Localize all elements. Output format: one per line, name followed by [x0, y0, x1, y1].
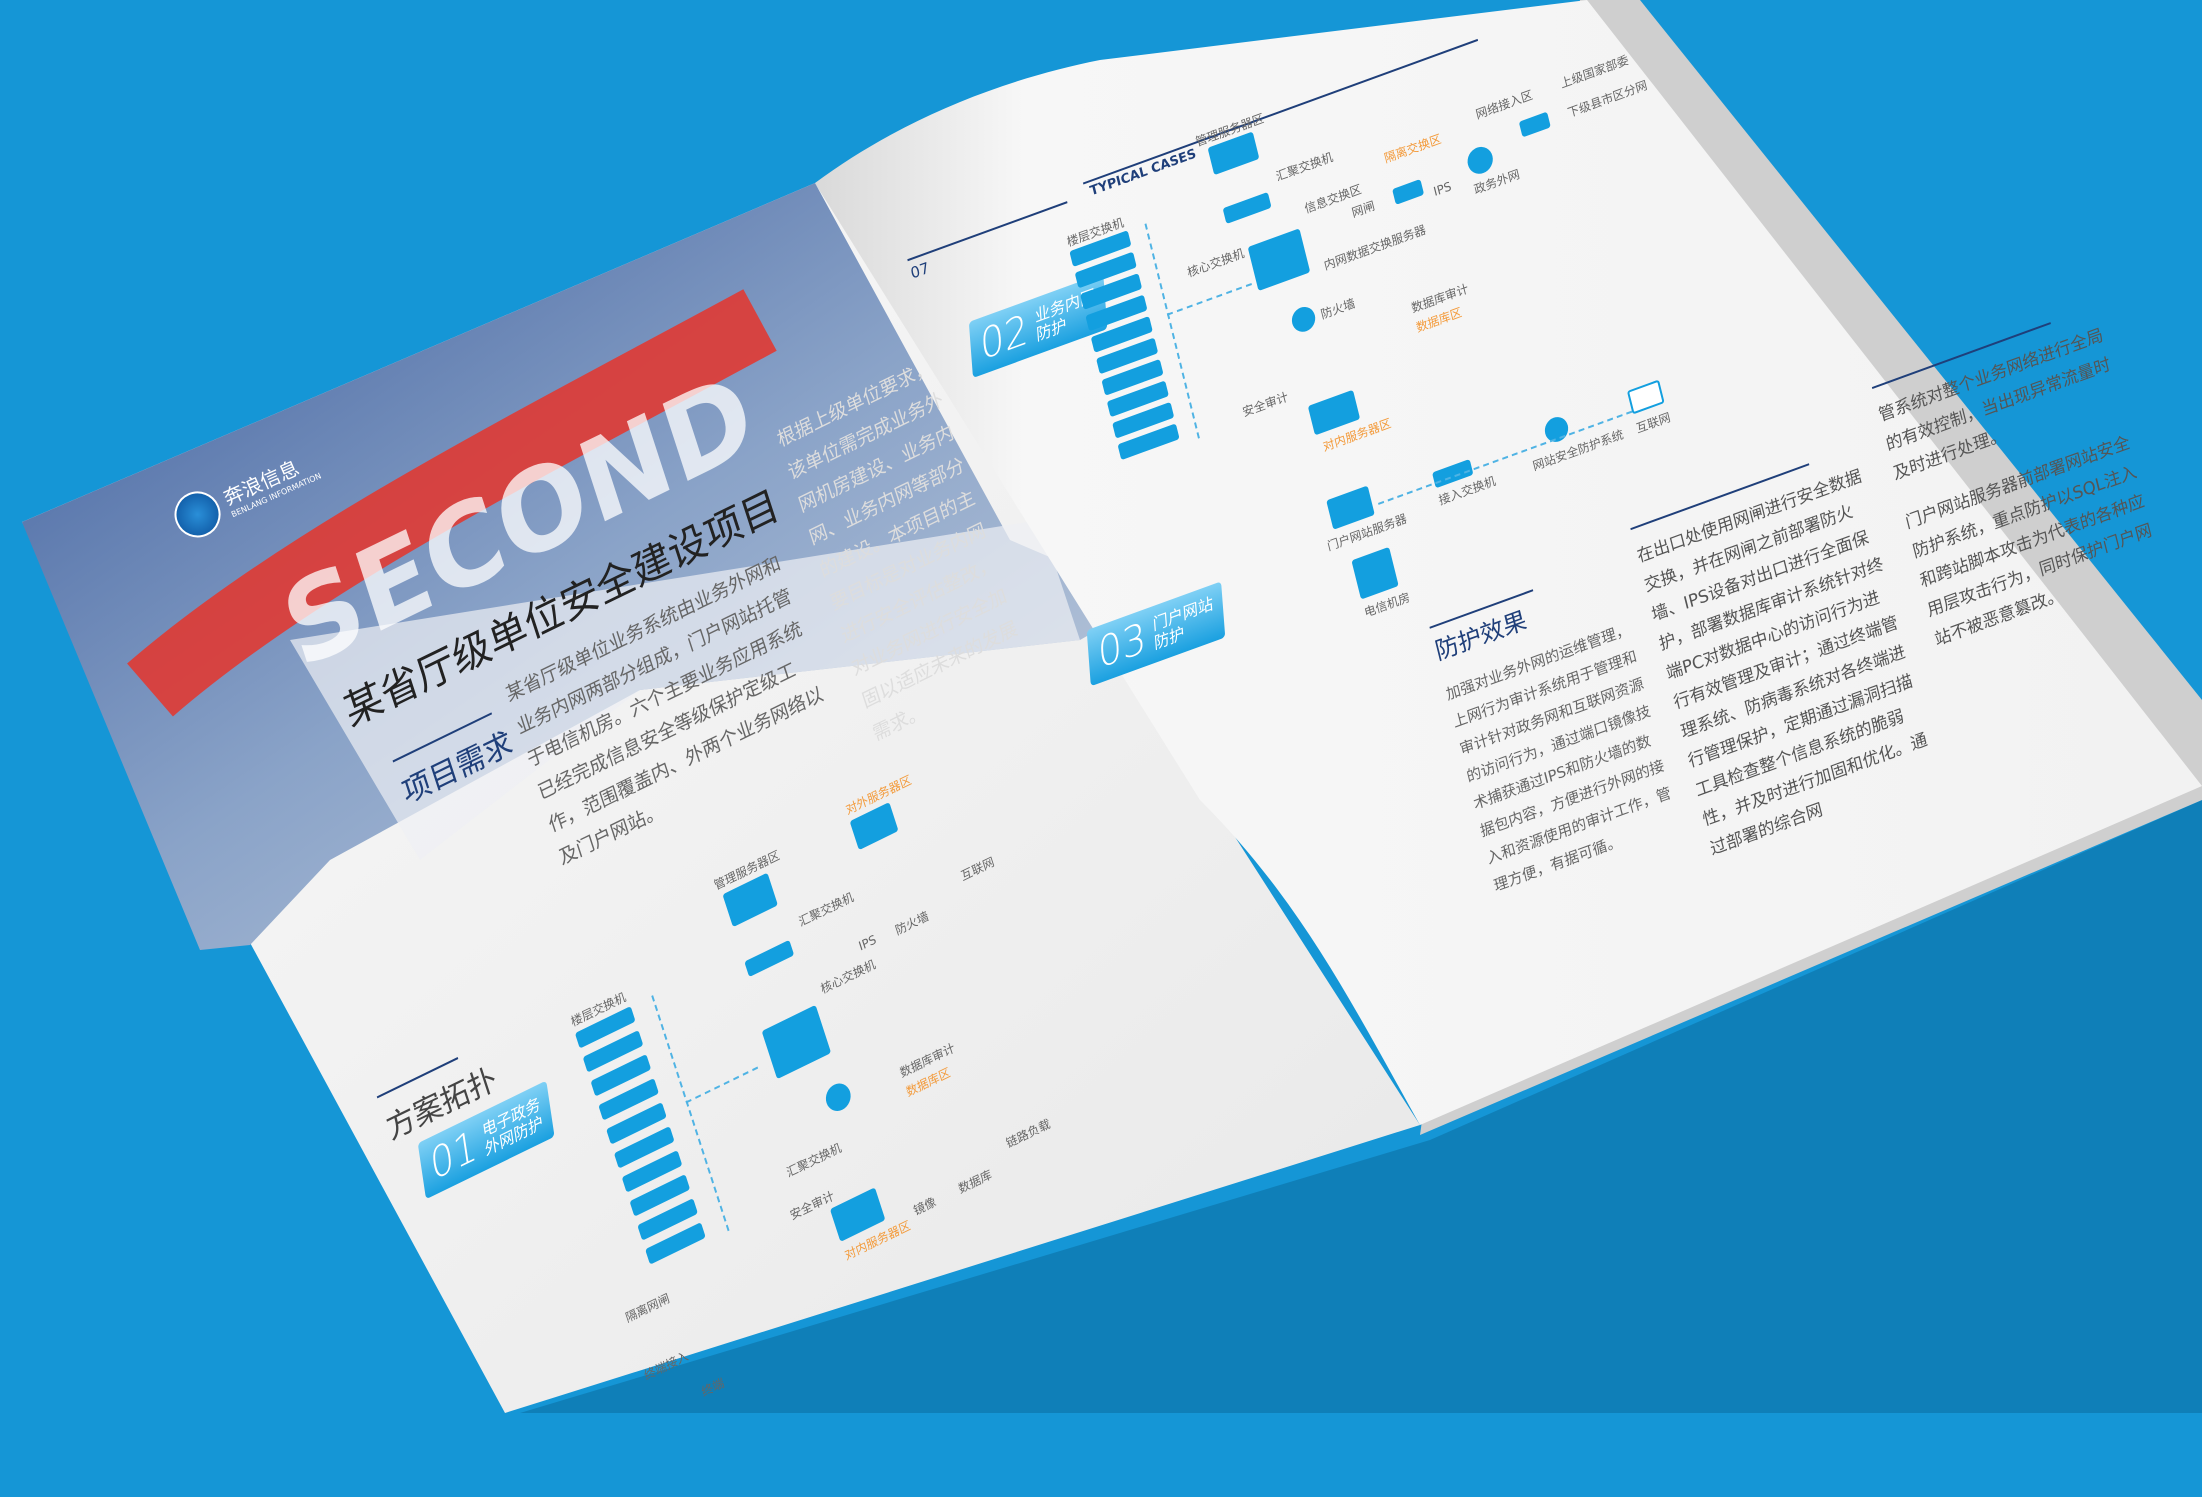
white-card	[290, 520, 1080, 860]
right-page	[815, 0, 2202, 1125]
tag-label: 门户网站防护	[1152, 593, 1214, 654]
brochure-pages	[22, 0, 2202, 1413]
red-cable	[127, 289, 777, 717]
page-shadow	[520, 800, 2202, 1413]
cover-photo	[22, 183, 1150, 950]
